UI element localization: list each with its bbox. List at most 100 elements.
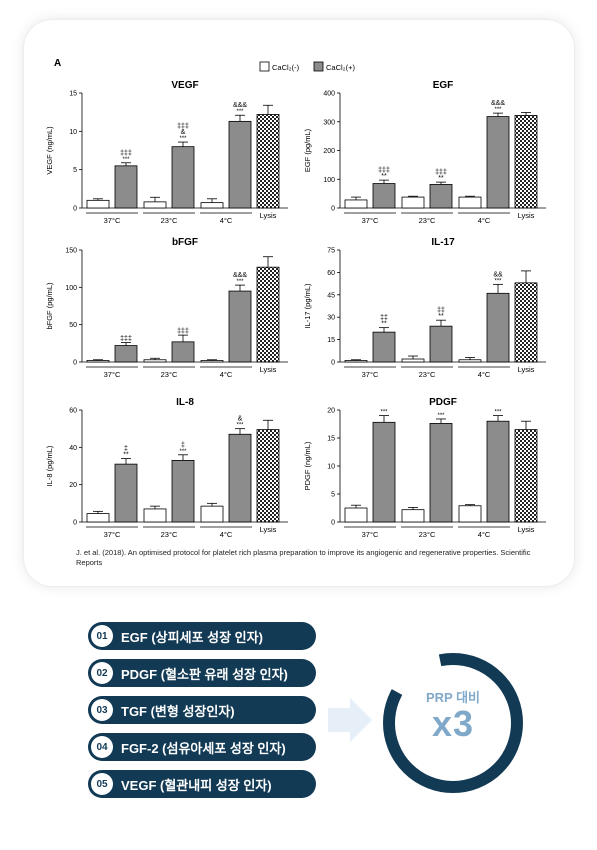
citation: J. et al. (2018). An optimised protocol … (76, 548, 531, 567)
significance-marker: *** (236, 423, 244, 429)
y-tick-label: 0 (331, 206, 335, 213)
group-label: 23°C (419, 530, 436, 539)
y-tick-label: 30 (327, 315, 335, 322)
chart-title: IL-8 (176, 397, 194, 408)
legend-label-minus: CaCl₂(-) (272, 63, 300, 72)
significance-marker: &&& (233, 102, 247, 109)
y-tick-label: 60 (327, 270, 335, 277)
significance-marker: &&& (491, 100, 505, 107)
group-label: 37°C (104, 216, 121, 225)
y-tick-label: 100 (65, 285, 77, 292)
y-tick-label: 10 (327, 464, 335, 471)
bar-lysis (514, 115, 538, 209)
bar-lysis (256, 429, 280, 523)
bar-cacl2-plus (486, 116, 510, 209)
y-axis-label: IL-8 (pg/mL) (45, 445, 54, 486)
bar-cacl2-minus (143, 201, 167, 209)
group-label: 37°C (362, 370, 379, 379)
bar-cacl2-plus (171, 341, 195, 363)
feature-label: EGF (상피세포 성장 인자) (121, 629, 263, 645)
bar-lysis (256, 266, 280, 363)
significance-marker: ** (438, 313, 444, 320)
bar-cacl2-minus (200, 202, 224, 209)
bar-cacl2-plus (114, 165, 138, 209)
feature-pill-fgf2: 04 FGF-2 (섬유아세포 성장 인자) (88, 733, 316, 761)
chart-figure: A CaCl₂(-) CaCl₂(+) VEGF VEGF (ng/mL) 0 5 10… (45, 58, 546, 539)
y-tick-label: 15 (69, 91, 77, 98)
significance-marker: *** (236, 279, 244, 285)
chart-title: IL-17 (431, 237, 455, 248)
panel-label: A (54, 58, 61, 69)
bar-cacl2-minus (143, 359, 167, 363)
bar-cacl2-minus (344, 507, 368, 523)
significance-marker: ** (123, 452, 129, 459)
chart-title: bFGF (172, 237, 198, 248)
significance-marker: *** (122, 157, 130, 163)
significance-marker: ‡ (124, 446, 128, 453)
bar-cacl2-plus (486, 420, 510, 523)
bar-cacl2-plus (171, 459, 195, 523)
group-label: 4°C (220, 216, 233, 225)
group-label: 4°C (220, 370, 233, 379)
bar-cacl2-minus (86, 360, 110, 363)
bar-lysis (514, 282, 538, 363)
group-label: 37°C (104, 370, 121, 379)
significance-marker: *** (437, 413, 445, 419)
bar-cacl2-minus (458, 505, 482, 523)
feature-number: 02 (91, 662, 113, 684)
bar-cacl2-plus (228, 290, 252, 363)
feature-number: 01 (91, 625, 113, 647)
bar-cacl2-plus (429, 184, 453, 209)
y-tick-label: 0 (73, 520, 77, 527)
chart-title: EGF (433, 80, 454, 91)
significance-marker: *** (380, 410, 388, 416)
significance-marker: & (238, 416, 243, 423)
chart-il8: IL-8IL-8 (pg/mL)0204060**‡37°C***‡23°C**… (45, 397, 288, 539)
y-tick-label: 20 (327, 408, 335, 415)
significance-marker: ** (381, 321, 387, 328)
group-label: 37°C (104, 530, 121, 539)
feature-pill-tgf: 03 TGF (변형 성장인자) (88, 696, 316, 724)
group-label: 4°C (478, 216, 491, 225)
chart-bfgf: bFGF bFGF (pg/mL) 0 50 100 150 ‡‡‡ 37°C ‡‡‡ 23°C *… (45, 237, 288, 379)
bar-cacl2-minus (200, 360, 224, 363)
significance-marker: *** (494, 410, 502, 416)
bar-cacl2-plus (171, 146, 195, 209)
y-axis-label: PDGF (ng/mL) (303, 441, 312, 490)
legend: CaCl₂(-) CaCl₂(+) (259, 61, 355, 72)
lysis-label: Lysis (518, 525, 535, 534)
legend-swatch-minus (259, 61, 270, 72)
significance-marker: ‡‡‡ (120, 150, 132, 157)
bar-cacl2-minus (86, 513, 110, 523)
group-label: 23°C (419, 370, 436, 379)
bar-cacl2-plus (486, 292, 510, 363)
badge-caption: PRP 대비 (425, 690, 481, 705)
group-label: 23°C (161, 370, 178, 379)
chart-title: VEGF (171, 80, 198, 91)
y-tick-label: 75 (327, 248, 335, 255)
feature-number: 05 (91, 773, 113, 795)
group-label: 23°C (161, 530, 178, 539)
y-tick-label: 40 (69, 445, 77, 452)
lysis-label: Lysis (518, 365, 535, 374)
feature-label: FGF-2 (섬유아세포 성장 인자) (121, 740, 286, 756)
group-label: 4°C (478, 530, 491, 539)
bar-cacl2-minus (143, 508, 167, 523)
y-tick-label: 10 (69, 129, 77, 136)
bar-cacl2-plus (228, 433, 252, 523)
significance-marker: *** (494, 278, 502, 284)
y-tick-label: 200 (323, 148, 335, 155)
chart-pdgf: PDGF PDGF (ng/mL) 0 5 10 15 20 *** 37°C *** 23°C **… (303, 397, 546, 539)
y-tick-label: 20 (69, 482, 77, 489)
bar-cacl2-minus (401, 358, 425, 363)
y-tick-label: 15 (327, 436, 335, 443)
group-label: 4°C (220, 530, 233, 539)
significance-marker: ‡‡‡ (177, 123, 189, 130)
feature-list: 01 EGF (상피세포 성장 인자) 02 PDGF (혈소판 유래 성장 인… (88, 622, 316, 807)
bar-cacl2-minus (458, 359, 482, 363)
bar-cacl2-minus (344, 199, 368, 209)
